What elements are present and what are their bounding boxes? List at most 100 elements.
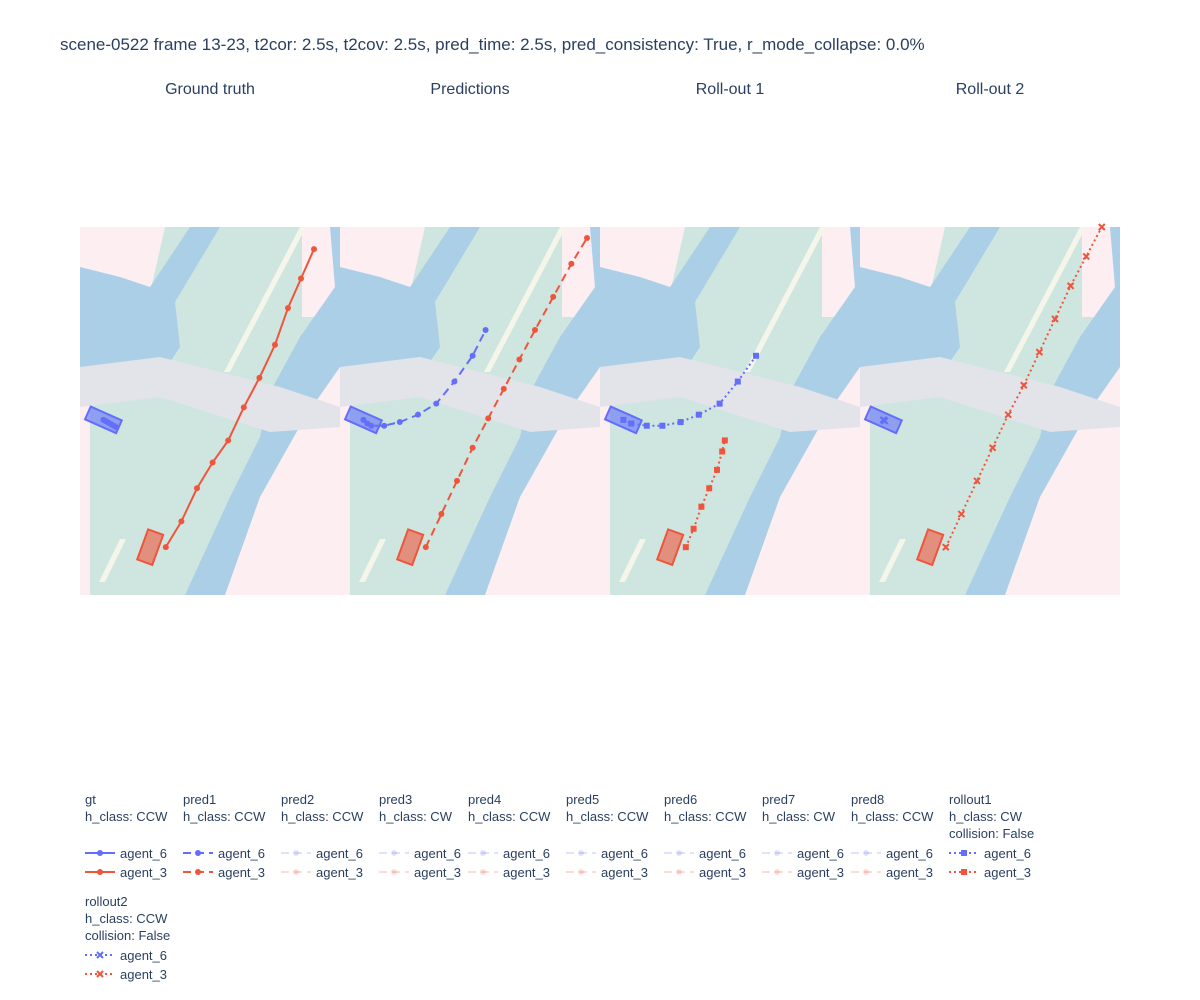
legend-group-gt[interactable]: gt h_class: CCW agent_6 agent_3 bbox=[85, 791, 167, 882]
point-agent_6-5 bbox=[113, 424, 120, 431]
subplot-title-rollout-2: Roll-out 2 bbox=[955, 81, 1025, 98]
legend-marker bbox=[391, 869, 397, 875]
point-agent_3-8 bbox=[1066, 282, 1075, 290]
legend-group-pred3[interactable]: pred3 h_class: CW agent_6 agent_3 bbox=[379, 791, 461, 882]
legend-group-rollout2[interactable]: rollout2 h_class: CCW collision: False agen… bbox=[85, 893, 170, 984]
legend-item-agent_6[interactable]: agent_6 bbox=[85, 844, 167, 863]
point-agent_6-5 bbox=[880, 417, 889, 425]
legend-group-pred4[interactable]: pred4 h_class: CCW agent_6 agent_3 bbox=[468, 791, 550, 882]
legend-item-agent_3[interactable]: agent_3 bbox=[664, 863, 746, 882]
drivable-area-left bbox=[860, 227, 1000, 387]
legend-group-subtitle: collision: False bbox=[949, 826, 1035, 841]
legend-item-agent_6[interactable]: agent_6 bbox=[85, 946, 170, 965]
legend-item-agent_3[interactable]: agent_3 bbox=[949, 863, 1034, 882]
legend-item-agent_6[interactable]: agent_6 bbox=[762, 844, 844, 863]
legend-group-name: pred4 bbox=[468, 792, 502, 807]
legend-group-pred5[interactable]: pred5 h_class: CCW agent_6 agent_3 bbox=[566, 791, 648, 882]
legend-item-agent_3[interactable]: agent_3 bbox=[851, 863, 933, 882]
legend-group-title: gt h_class: CCW bbox=[85, 791, 167, 825]
crosswalk bbox=[340, 357, 600, 432]
legend-item-label: agent_3 bbox=[601, 865, 648, 880]
legend-item-agent_3[interactable]: agent_3 bbox=[762, 863, 844, 882]
legend-marker bbox=[676, 869, 682, 875]
vehicle-agent_3 bbox=[395, 528, 425, 567]
legend-marker bbox=[96, 970, 104, 978]
legend-group-pred8[interactable]: pred8 h_class: CCW agent_6 agent_3 bbox=[851, 791, 933, 882]
lane-divider-bottom bbox=[359, 539, 386, 582]
point-agent_3-3 bbox=[706, 485, 713, 492]
legend-group-subtitle: h_class: CCW bbox=[566, 809, 649, 824]
legend-item-agent_6[interactable]: agent_6 bbox=[851, 844, 933, 863]
point-agent_3-6 bbox=[256, 374, 263, 381]
point-agent_3-10 bbox=[1098, 223, 1106, 231]
legend-group-title: pred1 h_class: CCW bbox=[183, 791, 265, 825]
legend-item-agent_6[interactable]: agent_6 bbox=[949, 844, 1034, 863]
point-agent_3-0 bbox=[162, 544, 169, 551]
legend-swatch-agent_3 bbox=[183, 869, 213, 875]
legend-group-name: pred8 bbox=[851, 792, 885, 807]
legend-item-agent_6[interactable]: agent_6 bbox=[664, 844, 746, 863]
crosswalk bbox=[80, 357, 340, 432]
legend-swatch-agent_3 bbox=[85, 970, 115, 978]
subplot-3 bbox=[860, 223, 1120, 595]
legend-group-rollout1[interactable]: rollout1 h_class: CW collision: False agent… bbox=[949, 791, 1034, 882]
point-agent_3-6 bbox=[721, 437, 728, 444]
legend-group-pred7[interactable]: pred7 h_class: CW agent_6 agent_3 bbox=[762, 791, 844, 882]
legend-group-subtitle: h_class: CCW bbox=[468, 809, 551, 824]
legend-item-label: agent_3 bbox=[218, 865, 265, 880]
point-agent_3-1 bbox=[178, 518, 185, 525]
legend-item-agent_3[interactable]: agent_3 bbox=[281, 863, 363, 882]
subplot-title-ground-truth: Ground truth bbox=[165, 81, 255, 98]
legend-group-pred2[interactable]: pred2 h_class: CCW agent_6 agent_3 bbox=[281, 791, 363, 882]
legend-swatch-agent_3 bbox=[762, 869, 792, 875]
legend-group-name: gt bbox=[85, 792, 96, 807]
legend-item-agent_3[interactable]: agent_3 bbox=[85, 863, 167, 882]
legend-swatch-agent_3 bbox=[85, 869, 115, 875]
point-agent_3-1 bbox=[690, 525, 697, 532]
vehicle-agent_3 bbox=[915, 528, 945, 567]
legend-item-agent_3[interactable]: agent_3 bbox=[566, 863, 648, 882]
legend-item-label: agent_3 bbox=[984, 865, 1031, 880]
legend-item-label: agent_3 bbox=[886, 865, 933, 880]
legend-swatch-agent_6 bbox=[85, 850, 115, 856]
point-agent_6-3 bbox=[381, 422, 388, 429]
legend-item-agent_3[interactable]: agent_3 bbox=[85, 965, 170, 984]
legend-item-agent_3[interactable]: agent_3 bbox=[468, 863, 550, 882]
legend-item-agent_6[interactable]: agent_6 bbox=[281, 844, 363, 863]
legend-group-pred1[interactable]: pred1 h_class: CCW agent_6 agent_3 bbox=[183, 791, 265, 882]
point-agent_3-7 bbox=[272, 341, 278, 348]
legend-group-pred6[interactable]: pred6 h_class: CCW agent_6 agent_3 bbox=[664, 791, 746, 882]
point-agent_3-3 bbox=[209, 459, 216, 466]
point-agent_3-9 bbox=[568, 260, 575, 267]
legend-group-title: rollout1 h_class: CW collision: False bbox=[949, 791, 1034, 842]
legend-swatch-agent_6 bbox=[468, 850, 498, 856]
legend-marker bbox=[774, 850, 780, 856]
legend-swatch-agent_3 bbox=[949, 869, 979, 875]
lane-divider-top bbox=[744, 227, 826, 372]
legend-marker bbox=[578, 850, 584, 856]
legend-item-agent_6[interactable]: agent_6 bbox=[468, 844, 550, 863]
drivable-area-left bbox=[600, 227, 740, 387]
point-agent_6-0 bbox=[620, 416, 627, 423]
point-agent_3-8 bbox=[550, 293, 557, 300]
point-agent_6-5 bbox=[695, 411, 702, 418]
legend-item-agent_6[interactable]: agent_6 bbox=[379, 844, 461, 863]
point-agent_6-7 bbox=[451, 378, 458, 385]
legend-marker bbox=[480, 850, 486, 856]
legend-marker bbox=[293, 869, 299, 875]
legend-marker bbox=[774, 869, 780, 875]
legend-group-name: pred6 bbox=[664, 792, 698, 807]
legend-swatch-agent_6 bbox=[281, 850, 311, 856]
legend-marker bbox=[578, 869, 584, 875]
legend-item-agent_6[interactable]: agent_6 bbox=[183, 844, 265, 863]
lane-divider-bottom bbox=[619, 539, 646, 582]
trajectory-agent_3 bbox=[944, 226, 1103, 548]
legend-item-label: agent_3 bbox=[797, 865, 844, 880]
lane-divider-bottom bbox=[99, 539, 126, 582]
legend-swatch-agent_3 bbox=[379, 869, 409, 875]
legend-item-agent_6[interactable]: agent_6 bbox=[566, 844, 648, 863]
legend-item-agent_3[interactable]: agent_3 bbox=[379, 863, 461, 882]
legend-item-label: agent_3 bbox=[699, 865, 746, 880]
legend-item-agent_3[interactable]: agent_3 bbox=[183, 863, 265, 882]
legend-swatch-agent_3 bbox=[664, 869, 694, 875]
